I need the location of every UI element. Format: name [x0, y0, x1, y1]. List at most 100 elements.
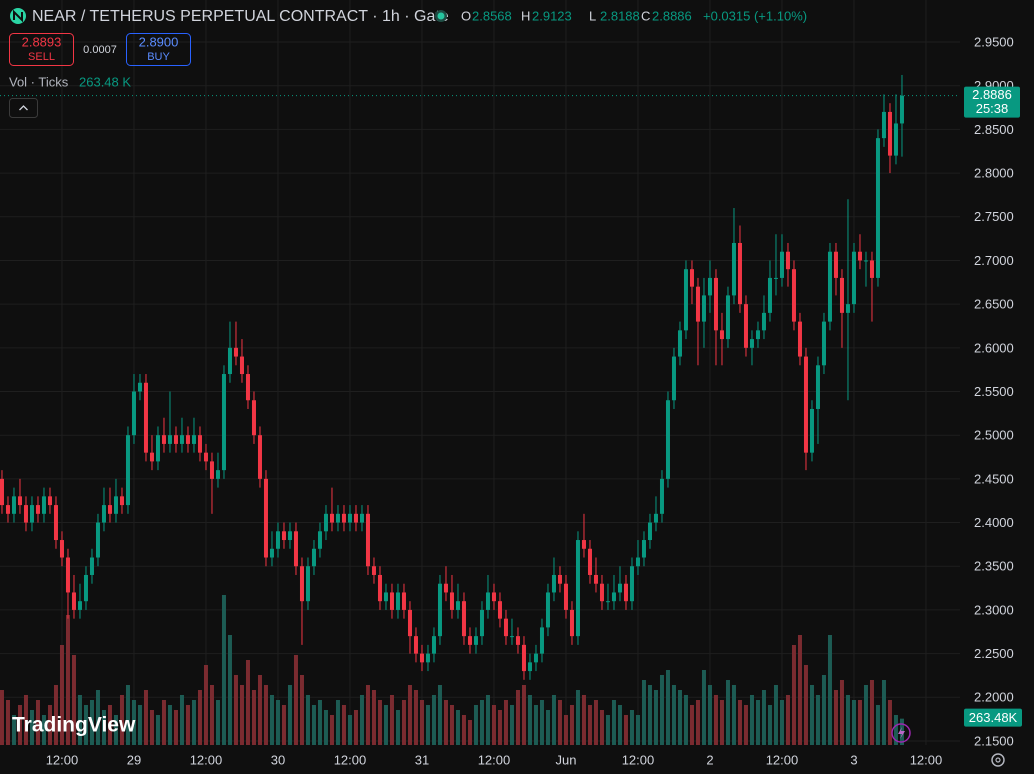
y-tick-label: 2.3500 — [974, 559, 1014, 574]
candle-body — [329, 513, 334, 523]
candle-body — [413, 636, 418, 654]
candle-body — [335, 513, 340, 523]
volume-bar — [719, 700, 724, 745]
candle-body — [371, 566, 376, 575]
candle-body — [689, 269, 694, 287]
volume-bar — [557, 700, 562, 745]
volume-bar — [413, 690, 418, 745]
sell-label[interactable]: SELL — [28, 51, 55, 63]
volume-bar — [179, 695, 184, 745]
volume-bar — [359, 695, 364, 745]
volume-bar — [5, 700, 10, 745]
volume-bar — [767, 705, 772, 745]
candle-body — [209, 461, 214, 479]
lightning-button[interactable] — [891, 723, 911, 743]
volume-bar — [755, 700, 760, 745]
candle-body — [131, 391, 136, 436]
y-tick-label: 2.2500 — [974, 646, 1014, 661]
volume-bar — [275, 700, 280, 745]
candle-body — [443, 583, 448, 593]
candle-body — [323, 513, 328, 532]
x-tick-label: 2 — [706, 752, 713, 767]
candle-body — [629, 566, 634, 602]
volume-bar — [71, 655, 76, 745]
y-tick-label: 2.6500 — [974, 297, 1014, 312]
x-tick-label: 31 — [415, 752, 429, 767]
volume-bar — [689, 705, 694, 745]
collapse-button[interactable] — [9, 98, 38, 118]
y-tick-label: 2.3000 — [974, 602, 1014, 617]
x-tick-label: 12:00 — [46, 752, 79, 767]
y-tick-label: 2.8500 — [974, 122, 1014, 137]
settings-button[interactable] — [991, 753, 1005, 767]
candle-body — [203, 452, 208, 462]
volume-bar — [515, 690, 520, 745]
candle-body — [647, 522, 652, 541]
candle-body — [155, 435, 160, 462]
candle-body — [0, 478, 4, 506]
candle-body — [749, 339, 754, 348]
volume-bar — [647, 685, 652, 745]
buy-price[interactable]: 2.8900 — [139, 34, 179, 49]
buy-label[interactable]: BUY — [147, 51, 170, 63]
settings-icon[interactable] — [995, 757, 1001, 763]
candle-body — [731, 242, 736, 296]
volume-bar — [623, 715, 628, 745]
volume-bar — [725, 680, 730, 745]
volume-bar — [401, 700, 406, 745]
candle-body — [11, 496, 16, 514]
lightning-icon[interactable] — [898, 727, 905, 739]
candle-body — [725, 295, 730, 340]
ohlc-value: 2.9123 — [532, 8, 572, 23]
candle-body — [587, 548, 592, 575]
volume-bar — [0, 690, 4, 745]
volume-bar — [479, 700, 484, 745]
volume-bar — [287, 685, 292, 745]
volume-bar — [257, 675, 262, 745]
volume-bar — [161, 700, 166, 745]
buy-button[interactable] — [126, 33, 191, 66]
volume-bar — [47, 705, 52, 745]
volume-bar — [425, 705, 430, 745]
candle-body — [509, 636, 514, 638]
candle-body — [569, 609, 574, 637]
candle-body — [557, 574, 562, 584]
candle-body — [773, 277, 778, 279]
volume-bar — [155, 715, 160, 745]
candle-body — [425, 653, 430, 663]
x-tick-label: 12:00 — [622, 752, 655, 767]
collapse-icon[interactable] — [19, 105, 28, 111]
volume-legend-name: Vol · Ticks — [9, 74, 69, 89]
volume-bar — [737, 700, 742, 745]
candle-body — [491, 592, 496, 602]
candle-body — [863, 260, 868, 262]
volume-bar — [83, 705, 88, 745]
volume-bar — [431, 695, 436, 745]
candle-body — [893, 123, 898, 156]
volume-bar — [473, 705, 478, 745]
volume-bar — [227, 635, 232, 745]
sell-button[interactable] — [9, 33, 74, 66]
candle-body — [59, 540, 64, 558]
candle-body — [821, 321, 826, 366]
sell-price[interactable]: 2.8893 — [22, 34, 62, 49]
y-tick-label: 2.8000 — [974, 166, 1014, 181]
candle-body — [551, 574, 556, 593]
volume-bar — [353, 710, 358, 745]
candle-body — [293, 531, 298, 567]
volume-bar — [383, 705, 388, 745]
volume-bar — [671, 685, 676, 745]
candle-body — [143, 382, 148, 453]
candle-body — [215, 470, 220, 479]
volume-bar — [779, 700, 784, 745]
volume-legend-value: 263.48 K — [79, 74, 131, 89]
volume-bar — [467, 720, 472, 745]
volume-bar — [443, 700, 448, 745]
candle-body — [707, 277, 712, 296]
volume-bar — [599, 710, 604, 745]
candle-body — [257, 435, 262, 479]
candle-body — [833, 251, 838, 278]
candle-body — [347, 513, 352, 523]
candle-body — [635, 557, 640, 567]
